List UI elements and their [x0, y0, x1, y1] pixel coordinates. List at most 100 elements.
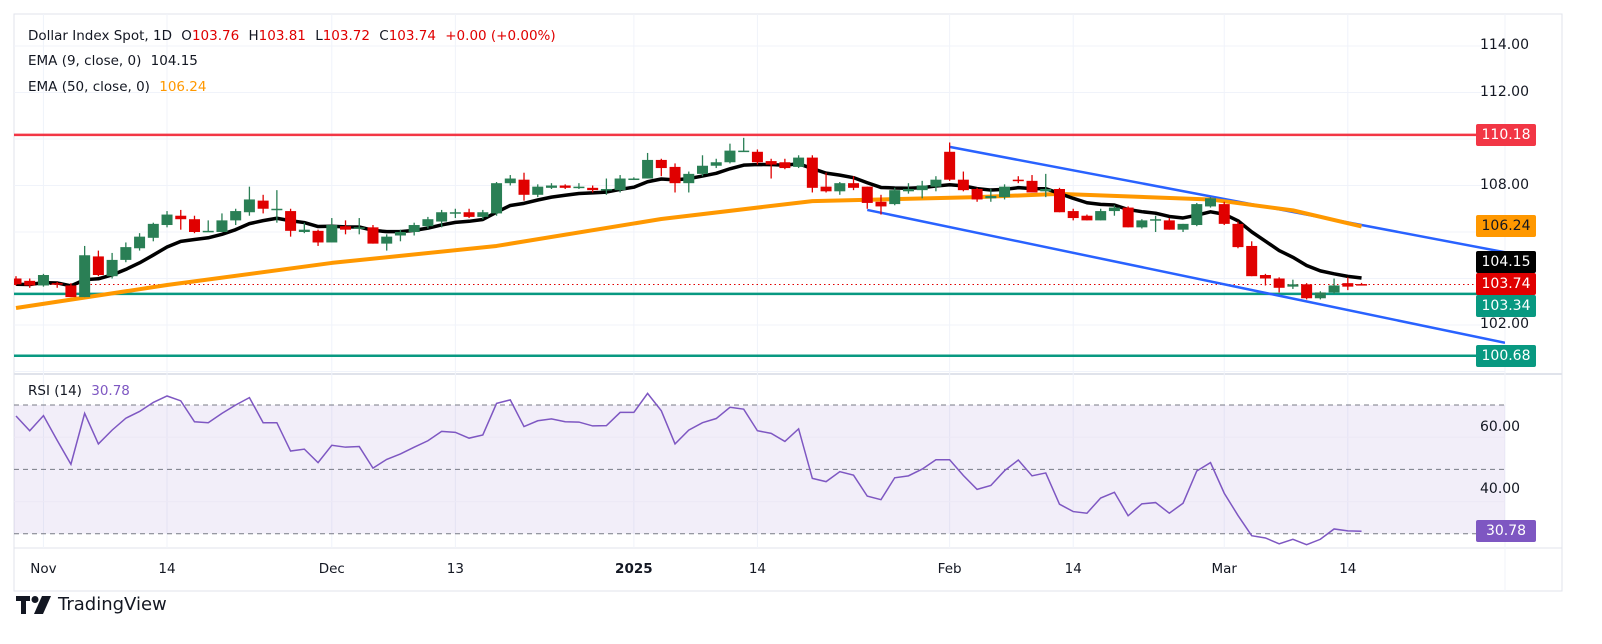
candle-body [697, 165, 708, 174]
symbol-title: Dollar Index Spot, 1D [28, 28, 172, 44]
candle-body [724, 150, 736, 163]
candle-body [820, 186, 832, 192]
time-label: Mar [1211, 561, 1237, 577]
candle-body [449, 212, 461, 214]
candle-body [491, 183, 503, 214]
rsi-tick-60: 60.00 [1480, 419, 1521, 435]
candle [504, 175, 516, 186]
candle [1108, 205, 1120, 216]
candle [449, 208, 461, 219]
candle-body [655, 159, 667, 169]
candle-body [408, 225, 420, 232]
ema50-legend[interactable]: EMA (50, close, 0) 106.24 [28, 79, 207, 95]
candle-body [1342, 283, 1354, 287]
candle [793, 155, 805, 169]
candle-body [92, 256, 104, 276]
candle [751, 149, 763, 165]
candle [312, 229, 324, 246]
candle [1246, 241, 1258, 277]
candle-body [243, 199, 255, 213]
candle-body [1259, 275, 1271, 279]
candle [477, 209, 489, 220]
price-tick: 102.00 [1480, 316, 1529, 332]
candle [957, 171, 969, 192]
candle-body [930, 179, 942, 187]
candle-body [806, 157, 818, 188]
candle-body [1026, 180, 1038, 193]
candle-body [285, 211, 297, 231]
tradingview-logo-icon [16, 595, 51, 614]
candle [491, 182, 503, 216]
candle [1067, 208, 1079, 221]
candle [1053, 187, 1065, 213]
candle [1314, 291, 1326, 300]
time-label: 14 [748, 561, 766, 577]
candle [92, 250, 104, 277]
candle-body [477, 212, 489, 217]
candle [1232, 221, 1244, 249]
price-label-103-74: 103.74 [1476, 273, 1536, 296]
candle [340, 220, 352, 235]
candle-body [353, 227, 365, 229]
candle [600, 178, 612, 195]
candle-body [793, 157, 805, 167]
candle [902, 183, 914, 194]
candle-body [999, 186, 1011, 198]
candle-body [751, 151, 763, 163]
price-label-104-15: 104.15 [1476, 251, 1536, 274]
candle [1095, 208, 1107, 221]
candle-body [230, 211, 242, 221]
candle-body [436, 212, 448, 222]
candle [916, 180, 928, 199]
candle-body [628, 178, 640, 181]
candle [1177, 223, 1189, 232]
candle-body [1150, 219, 1162, 221]
tradingview-logo[interactable]: TradingView [16, 594, 167, 615]
ema9-legend[interactable]: EMA (9, close, 0) 104.15 [28, 53, 198, 69]
candle-body [1095, 211, 1107, 221]
price-tick: 114.00 [1480, 37, 1529, 53]
candle-body [985, 195, 997, 199]
candle [669, 163, 681, 193]
candle-body [532, 186, 544, 195]
rsi-band [14, 405, 1505, 534]
candle [875, 194, 887, 215]
candle-body [312, 230, 324, 243]
candle-body [834, 183, 846, 192]
candle [1328, 278, 1340, 294]
candle-body [1232, 223, 1244, 248]
candle [806, 155, 818, 193]
candle [326, 218, 338, 243]
candle [1163, 218, 1175, 230]
candle-body [1012, 179, 1024, 182]
candle [463, 208, 475, 219]
candle [243, 186, 255, 216]
candle [861, 186, 873, 209]
candle-body [340, 226, 352, 230]
rsi-price-label: 30.78 [1476, 520, 1536, 543]
candle [147, 222, 159, 242]
candle-body [1287, 284, 1299, 287]
candle-body [120, 247, 132, 260]
candle [587, 185, 599, 193]
candle [1218, 201, 1230, 226]
rsi-legend[interactable]: RSI (14) 30.78 [28, 383, 130, 399]
candle [188, 215, 200, 234]
candle [985, 188, 997, 202]
candle [65, 283, 77, 298]
candle [573, 183, 585, 189]
candle [1205, 197, 1217, 208]
candle-body [710, 162, 722, 166]
candle [79, 245, 91, 298]
candle-body [902, 188, 914, 192]
chart-frame [13, 13, 1563, 592]
candle [1342, 277, 1354, 291]
candle-body [1356, 284, 1368, 286]
candle-body [1205, 198, 1217, 207]
candle [999, 184, 1011, 200]
candle-body [1301, 284, 1313, 299]
time-label: 14 [1064, 561, 1082, 577]
candle [120, 242, 132, 263]
change-value: +0.00 (+0.00%) [445, 28, 556, 44]
